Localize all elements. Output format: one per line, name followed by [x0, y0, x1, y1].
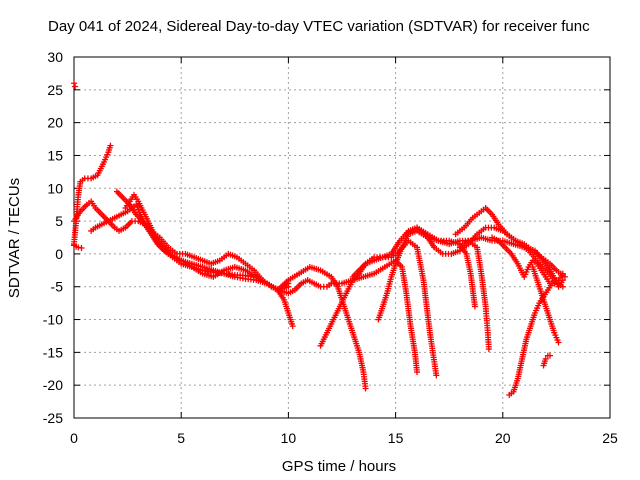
data-point — [78, 245, 85, 252]
data-point — [471, 303, 478, 310]
data-point — [546, 352, 553, 359]
y-tick-label: 20 — [47, 115, 63, 131]
data-point — [553, 277, 560, 284]
series-arc-d — [88, 201, 335, 297]
x-tick-label: 25 — [602, 430, 618, 446]
data-point — [289, 323, 296, 330]
data-point — [485, 346, 492, 353]
y-tick-label: -25 — [43, 410, 63, 426]
y-tick-label: -15 — [43, 344, 63, 360]
ticks-layer: 0 5 10 15 20 25 -25 -20 -15 -10 -5 0 5 10 15 20 25 30 — [43, 49, 618, 446]
series-arc-o — [489, 234, 566, 287]
series-arc-m — [452, 204, 568, 280]
x-tick-label: 15 — [388, 430, 404, 446]
data-point — [555, 339, 562, 346]
data-point — [71, 80, 77, 87]
x-axis-label: GPS time / hours — [282, 458, 396, 475]
series-arc-k — [375, 227, 478, 323]
y-axis-label: SDTVAR / TECUs — [6, 178, 23, 298]
data-point — [561, 273, 568, 280]
x-tick-label: 5 — [177, 430, 185, 446]
data-point — [542, 355, 549, 362]
y-tick-label: -20 — [43, 377, 63, 393]
series-arc-i — [328, 257, 421, 376]
series-arc-q — [529, 264, 562, 346]
y-tick-label: 5 — [55, 213, 63, 229]
series-arc-isolated — [71, 80, 79, 90]
x-tick-label: 10 — [281, 430, 297, 446]
chart-title: Day 041 of 2024, Sidereal Day-to-day VTE… — [48, 18, 590, 35]
series-arc-j — [349, 237, 440, 379]
series-arc-e — [113, 188, 292, 294]
series-arc-n — [456, 237, 492, 353]
series-arc-f — [122, 191, 296, 330]
y-tick-label: -10 — [43, 312, 63, 328]
x-tick-label: 20 — [495, 430, 511, 446]
series-arc-b — [71, 242, 85, 252]
data-point — [559, 270, 566, 277]
x-tick-label: 0 — [70, 430, 78, 446]
y-tick-label: -5 — [51, 279, 64, 295]
series-arc-r — [540, 352, 553, 369]
data-point — [75, 244, 82, 251]
y-tick-label: 10 — [47, 180, 63, 196]
y-tick-label: 15 — [47, 147, 63, 163]
y-tick-label: 30 — [47, 49, 63, 65]
data-point — [433, 372, 440, 379]
series-arc-g — [274, 264, 369, 392]
series-arc-p — [506, 277, 560, 399]
series-arc-a — [71, 142, 114, 248]
y-tick-label: 25 — [47, 82, 63, 98]
data-point — [362, 385, 369, 392]
data-marks — [71, 80, 568, 399]
data-point — [107, 142, 114, 149]
y-tick-label: 0 — [55, 246, 63, 262]
data-point — [72, 83, 79, 90]
data-point — [414, 369, 421, 376]
